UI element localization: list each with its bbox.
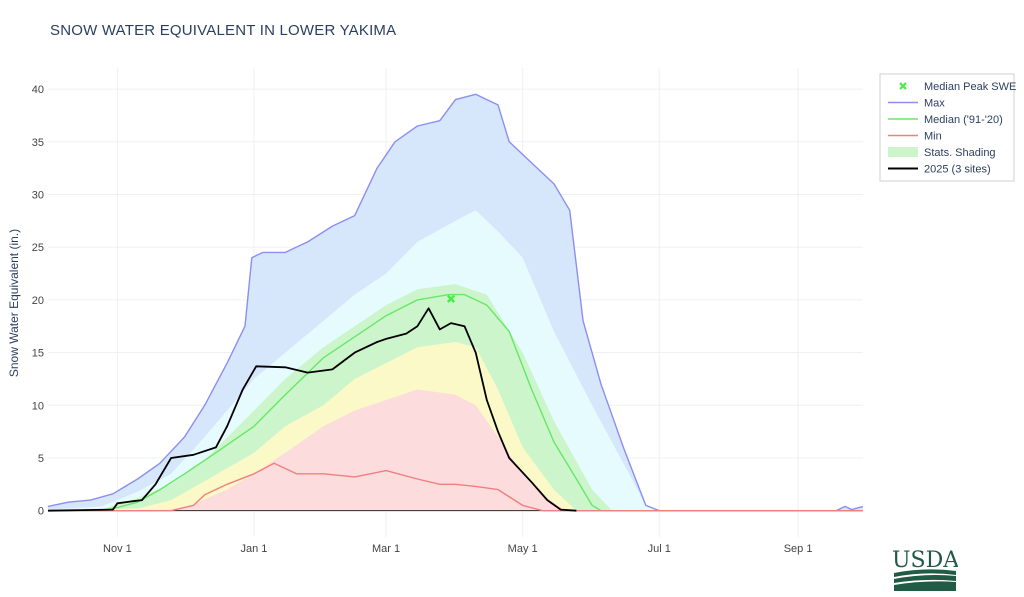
- y-axis-title: Snow Water Equivalent (in.): [7, 229, 21, 377]
- x-tick-label-5: Sep 1: [784, 543, 813, 555]
- legend-label-3: Min: [924, 131, 942, 143]
- series-line-max: [47, 93, 864, 512]
- usda-logo-text: USDA: [892, 548, 958, 573]
- y-tick-label-1: 5: [38, 453, 44, 465]
- y-tick-label-5: 25: [32, 242, 44, 254]
- y-tick-label-3: 15: [32, 348, 44, 360]
- legend-item-4[interactable]: Stats. Shading: [888, 147, 996, 159]
- legend-swatch-4: [888, 147, 918, 157]
- legend-label-5: 2025 (3 sites): [924, 164, 991, 176]
- shading-bands: [48, 94, 863, 511]
- band-stats-shading-3: [48, 389, 863, 511]
- series-line-median-91-20-: [47, 293, 863, 512]
- legend-label-2: Median ('91-'20): [924, 114, 1003, 126]
- legend-item-2[interactable]: Median ('91-'20): [888, 114, 1003, 126]
- x-tick-labels: Nov 1 Jan 1 Mar 1 May 1 Jul 1 Sep 1: [103, 543, 812, 555]
- legend-swatch-0: [899, 82, 907, 90]
- x-tick-label-0: Nov 1: [103, 543, 132, 555]
- series-line-2025-3-sites-: [47, 307, 577, 512]
- legend-item-0[interactable]: Median Peak SWE: [899, 81, 1016, 93]
- legend-item-3[interactable]: Min: [888, 131, 942, 143]
- usda-logo: USDA: [892, 548, 958, 591]
- legend-item-5[interactable]: 2025 (3 sites): [888, 164, 991, 176]
- series-lines: [47, 93, 864, 512]
- legend-box: [879, 73, 1015, 182]
- y-tick-label-4: 20: [32, 295, 44, 307]
- series-line-min: [48, 462, 863, 512]
- y-tick-label-8: 40: [32, 84, 44, 96]
- y-tick-label-7: 35: [32, 137, 44, 149]
- legend-label-1: Max: [924, 98, 945, 110]
- legend-label-0: Median Peak SWE: [924, 81, 1016, 93]
- x-tick-label-3: May 1: [508, 543, 538, 555]
- median-peak-swe-marker: [446, 294, 456, 303]
- y-tick-labels: 0 5 10 15 20 25 30 35 40: [32, 84, 44, 518]
- markers: [446, 294, 456, 303]
- chart-title: SNOW WATER EQUIVALENT IN LOWER YAKIMA: [50, 22, 397, 39]
- y-tick-label-0: 0: [38, 506, 44, 518]
- x-tick-label-2: Mar 1: [372, 543, 400, 555]
- x-tick-label-1: Jan 1: [241, 543, 268, 555]
- x-tick-label-4: Jul 1: [648, 543, 671, 555]
- y-tick-label-6: 30: [32, 189, 44, 201]
- legend-label-4: Stats. Shading: [924, 147, 996, 159]
- legend-item-1[interactable]: Max: [888, 98, 945, 110]
- y-tick-label-2: 10: [32, 400, 44, 412]
- legend[interactable]: Median Peak SWE Max Median ('91-'20) Min Sta…: [879, 73, 1016, 182]
